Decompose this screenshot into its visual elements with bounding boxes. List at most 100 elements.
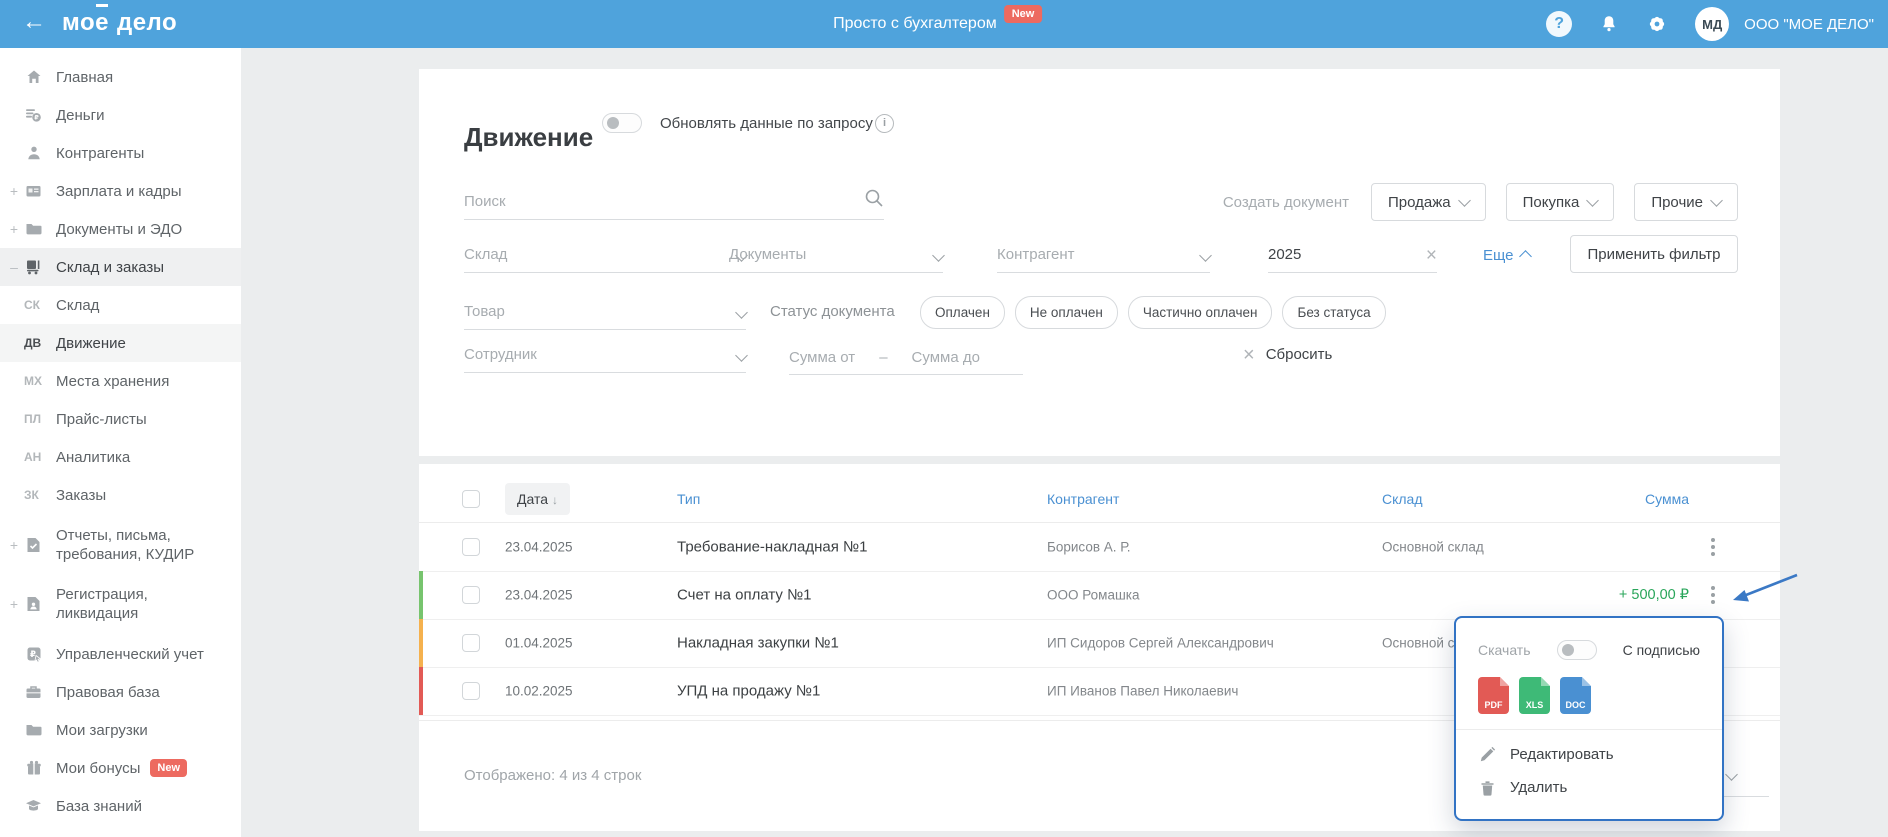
info-icon[interactable]: i	[875, 114, 894, 133]
sidebar-item-pravovaya-baza[interactable]: Правовая база	[0, 673, 241, 711]
status-chip-partially-paid[interactable]: Частично оплачен	[1127, 296, 1273, 329]
employee-filter-select[interactable]: Сотрудник	[464, 337, 748, 373]
select-all-checkbox[interactable]	[462, 490, 480, 508]
search-field[interactable]	[464, 184, 884, 220]
notifications-bell-icon[interactable]	[1599, 14, 1619, 34]
create-sale-button[interactable]: Продажа	[1370, 183, 1486, 221]
downloads-folder-icon	[24, 722, 43, 738]
reset-filters-link[interactable]: × Сбросить	[1243, 345, 1332, 365]
status-chip-paid[interactable]: Оплачен	[920, 296, 1005, 329]
row-date: 23.04.2025	[505, 587, 573, 603]
delete-menu-item[interactable]: Удалить	[1478, 771, 1700, 804]
format-label: XLS	[1525, 700, 1544, 710]
sidebar-nav: Главная ₽ Деньги Контрагенты + Зарплата …	[0, 48, 241, 837]
create-other-button[interactable]: Прочие	[1634, 183, 1738, 221]
sum-range-field[interactable]: Сумма от – Сумма до	[789, 341, 1023, 375]
expand-plus-icon[interactable]: +	[9, 596, 19, 612]
type-header[interactable]: Тип	[677, 491, 701, 507]
refresh-toggle[interactable]	[602, 113, 642, 133]
sidebar-item-analitika[interactable]: АН Аналитика	[0, 438, 241, 476]
sidebar-item-moi-bonusy[interactable]: Мои бонусы New	[0, 749, 241, 787]
sidebar-item-prays-listy[interactable]: ПЛ Прайс-листы	[0, 400, 241, 438]
collapse-minus-icon[interactable]: –	[10, 259, 18, 275]
sidebar-item-dvizhenie[interactable]: ДВ Движение	[0, 324, 241, 362]
row-actions-kebab-icon[interactable]	[1707, 534, 1719, 560]
warehouse-filter-select[interactable]: Склад	[464, 237, 748, 273]
sidebar-item-zarplata-i-kadry[interactable]: + Зарплата и кадры	[0, 172, 241, 210]
download-doc-icon[interactable]: DOC	[1560, 677, 1591, 714]
search-icon[interactable]	[864, 188, 884, 212]
expand-plus-icon[interactable]: +	[9, 537, 19, 553]
page-size-chevron-down-icon[interactable]	[1725, 768, 1738, 781]
download-row: Скачать С подписью	[1478, 640, 1700, 660]
expand-plus-icon[interactable]: +	[9, 183, 19, 199]
sidebar-item-dengi[interactable]: ₽ Деньги	[0, 96, 241, 134]
sidebar-item-otchety-pisma-trebovaniya-kudir[interactable]: + Отчеты, письма, требования, КУДИР	[0, 517, 241, 573]
row-checkbox[interactable]	[462, 682, 480, 700]
row-type: Требование-накладная №1	[677, 538, 868, 556]
sidebar-item-label: Места хранения	[56, 372, 170, 390]
sidebar-item-upravlencheskiy-uchet[interactable]: ₽ Управленческий учет	[0, 635, 241, 673]
settings-gear-icon[interactable]	[1646, 13, 1668, 35]
promo-banner[interactable]: Просто с бухгалтером New	[833, 5, 1043, 33]
row-checkbox[interactable]	[462, 538, 480, 556]
documents-filter-select[interactable]: Документы	[729, 237, 945, 273]
placeholder-text: Контрагент	[997, 246, 1075, 263]
row-actions-kebab-icon[interactable]	[1707, 582, 1719, 608]
svg-text:₽: ₽	[34, 115, 39, 122]
more-filters-link[interactable]: Еще	[1483, 247, 1532, 264]
product-filter-select[interactable]: Товар	[464, 294, 748, 330]
table-row[interactable]: 23.04.2025 Счет на оплату №1 ООО Ромашка…	[419, 571, 1780, 620]
search-input[interactable]	[464, 193, 864, 210]
chevron-down-icon	[1199, 249, 1212, 262]
status-chip-no-status[interactable]: Без статуса	[1282, 296, 1386, 329]
sidebar-item-moi-zagruzki[interactable]: Мои загрузки	[0, 711, 241, 749]
row-type: УПД на продажу №1	[677, 682, 821, 700]
logo-text: мо	[62, 9, 96, 36]
expand-plus-icon[interactable]: +	[9, 221, 19, 237]
row-sum: + 500,00 ₽	[1618, 587, 1689, 603]
warehouse-header[interactable]: Склад	[1382, 491, 1423, 507]
year-filter-field[interactable]: 2025 ×	[1268, 237, 1437, 273]
contragent-filter-select[interactable]: Контрагент	[997, 237, 1212, 273]
organization-name[interactable]: ООО "МОЕ ДЕЛО"	[1744, 15, 1874, 33]
sidebar-item-registratsiya-likvidatsiya[interactable]: + Регистрация, ликвидация	[0, 576, 241, 632]
download-formats: PDF XLS DOC	[1478, 677, 1700, 714]
download-pdf-icon[interactable]: PDF	[1478, 677, 1509, 714]
app-logo[interactable]: мое дело	[62, 4, 177, 37]
edit-menu-item[interactable]: Редактировать	[1478, 738, 1700, 771]
rows-count-status: Отображено: 4 из 4 строк	[464, 767, 642, 784]
sidebar-item-sklad-i-zakazy[interactable]: – Склад и заказы	[0, 248, 241, 286]
signed-toggle[interactable]	[1556, 640, 1597, 660]
sidebar-item-sklad[interactable]: СК Склад	[0, 286, 241, 324]
topbar-right: ? МД ООО "МОЕ ДЕЛО"	[1546, 0, 1874, 48]
sidebar-item-kontragenty[interactable]: Контрагенты	[0, 134, 241, 172]
sum-to-placeholder: Сумма до	[911, 349, 980, 366]
sort-by-date-header[interactable]: Дата ↓	[505, 483, 571, 515]
row-type: Счет на оплату №1	[677, 586, 812, 604]
back-arrow-icon[interactable]: ←	[22, 8, 46, 35]
sidebar-item-code: ПЛ	[24, 412, 42, 426]
sidebar-item-mesta-hraneniya[interactable]: МХ Места хранения	[0, 362, 241, 400]
sidebar-item-label: Заказы	[56, 486, 107, 504]
contragent-header[interactable]: Контрагент	[1047, 491, 1120, 507]
sidebar-item-baza-znaniy[interactable]: База знаний	[0, 787, 241, 825]
row-date: 01.04.2025	[505, 635, 573, 651]
row-warehouse: Основной склад	[1382, 539, 1484, 555]
legal-briefcase-icon	[24, 684, 43, 700]
create-purchase-button[interactable]: Покупка	[1505, 183, 1615, 221]
status-chip-unpaid[interactable]: Не оплачен	[1014, 296, 1118, 329]
help-icon[interactable]: ?	[1546, 11, 1573, 37]
clear-year-icon[interactable]: ×	[1425, 245, 1437, 266]
apply-filter-button[interactable]: Применить фильтр	[1570, 235, 1738, 273]
row-checkbox[interactable]	[462, 634, 480, 652]
sidebar-item-zakazy[interactable]: ЗК Заказы	[0, 476, 241, 514]
sidebar-item-dokumenty-i-edo[interactable]: + Документы и ЭДО	[0, 210, 241, 248]
download-xls-icon[interactable]: XLS	[1519, 677, 1550, 714]
row-checkbox[interactable]	[462, 586, 480, 604]
sum-header[interactable]: Сумма	[1645, 491, 1689, 507]
user-avatar[interactable]: МД	[1695, 7, 1730, 41]
bonus-gift-icon	[24, 760, 43, 776]
sidebar-item-glavnaya[interactable]: Главная	[0, 58, 241, 96]
table-row[interactable]: 23.04.2025 Требование-накладная №1 Борис…	[419, 523, 1780, 572]
